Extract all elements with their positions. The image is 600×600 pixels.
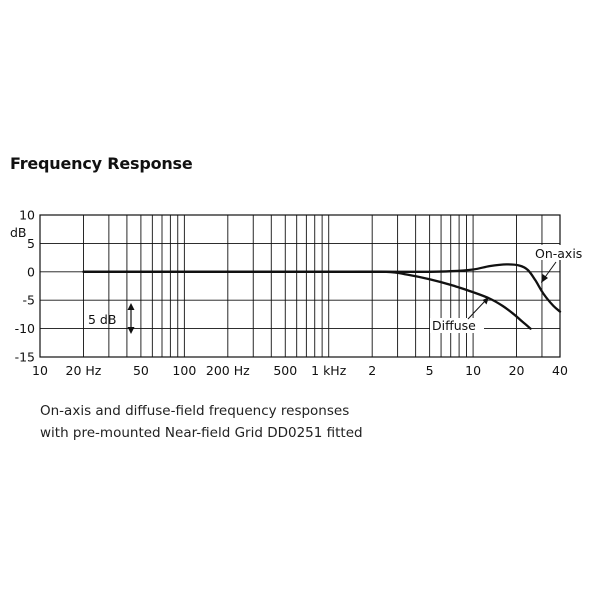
- scale-bar-arrow-up: [127, 303, 135, 310]
- plot-frame: [39, 214, 561, 358]
- y-axis-unit-label: dB: [10, 225, 27, 240]
- y-tick-label: -10: [15, 321, 35, 336]
- diffuse-annotation: Diffuse: [430, 297, 489, 333]
- diffuse-pointer: [467, 299, 487, 320]
- x-tick-label: 100: [172, 363, 196, 378]
- y-tick-label: 5: [27, 236, 35, 251]
- y-tick-label: 0: [27, 264, 35, 279]
- on-axis-arrowhead: [541, 274, 548, 283]
- on-axis-label-bg: [533, 245, 590, 260]
- grid-lines: [39, 214, 561, 358]
- diffuse-arrowhead: [482, 297, 489, 305]
- x-tick-label: 200 Hz: [206, 363, 250, 378]
- x-tick-labels: 10 20 Hz 50 100 200 Hz 500 1 kHz 2 5 10 20 40: [32, 363, 568, 378]
- scale-bar-label: 5 dB: [88, 312, 116, 327]
- x-tick-label: 10: [465, 363, 481, 378]
- y-tick-label: -15: [15, 350, 35, 365]
- caption-line-2: with pre-mounted Near-field Grid DD0251 …: [40, 425, 363, 441]
- diffuse-label: Diffuse: [432, 318, 476, 333]
- y-tick-labels: 10 5 0 -5 -10 -15: [15, 208, 35, 365]
- x-tick-label: 1 kHz: [311, 363, 347, 378]
- x-tick-label: 20 Hz: [66, 363, 102, 378]
- x-tick-label: 500: [273, 363, 297, 378]
- x-tick-label: 50: [133, 363, 149, 378]
- on-axis-label: On-axis: [535, 246, 582, 261]
- scale-bar-5db: 5 dB: [88, 303, 135, 334]
- on-axis-annotation: On-axis: [533, 245, 590, 283]
- x-tick-label: 40: [552, 363, 568, 378]
- series-line-diffuse: [82, 270, 532, 330]
- x-tick-label: 2: [368, 363, 376, 378]
- x-tick-label: 10: [32, 363, 48, 378]
- diffuse-label-bg: [430, 318, 484, 333]
- y-tick-label: 10: [19, 208, 35, 223]
- series-lines: [82, 263, 562, 330]
- caption-line-1: On-axis and diffuse-field frequency resp…: [40, 403, 350, 419]
- y-tick-label: -5: [23, 293, 35, 308]
- x-tick-label: 5: [426, 363, 434, 378]
- scale-bar-arrow-down: [127, 327, 135, 334]
- chart-title: Frequency Response: [10, 154, 193, 173]
- x-tick-label: 20: [509, 363, 525, 378]
